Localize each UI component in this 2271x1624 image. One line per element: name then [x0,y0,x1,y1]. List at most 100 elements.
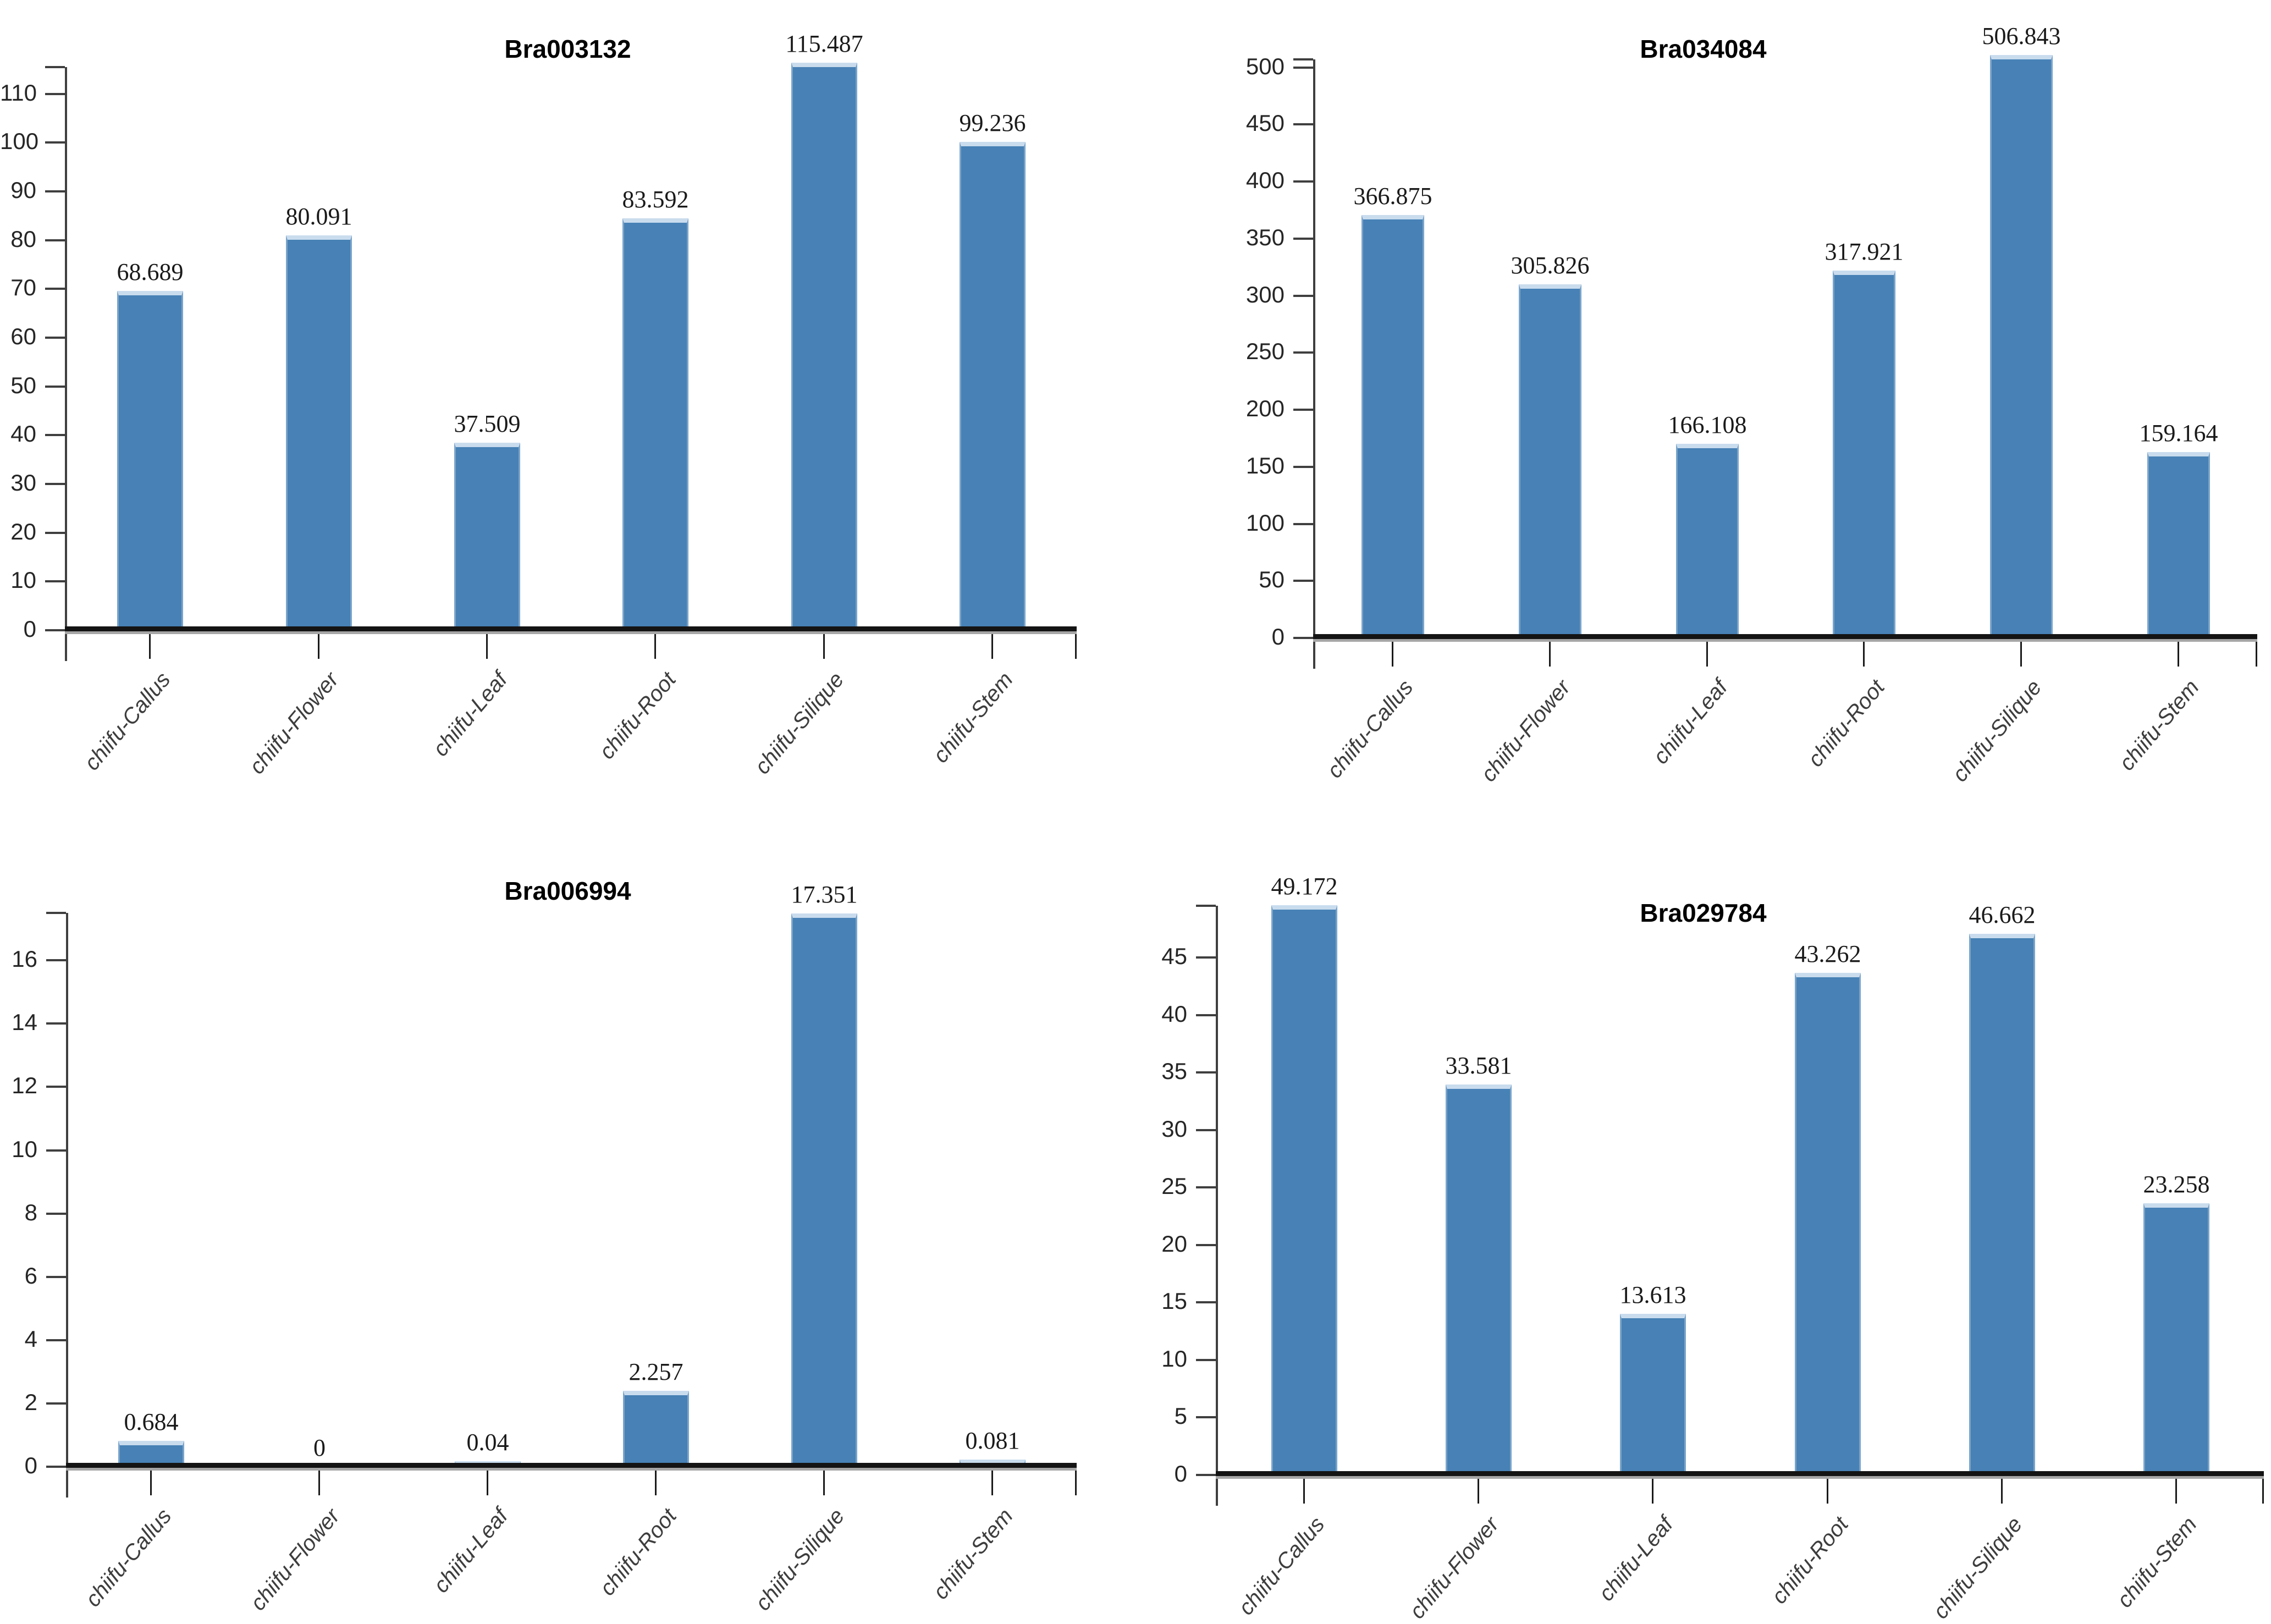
y-tick [1293,294,1313,297]
y-tick [45,531,65,534]
x-axis-line [65,626,1077,631]
y-tick [1196,1014,1216,1016]
y-tick-label: 10 [1161,1345,1187,1372]
y-tick-label: 0 [1271,624,1285,649]
y-tick [45,385,65,388]
category-label: chiifu-Root [1767,1512,1853,1609]
y-tick [45,141,65,144]
y-tick-label: 14 [12,1009,37,1036]
y-tick-label: 100 [0,128,39,155]
y-tick [1293,637,1313,639]
y-tick [1196,1243,1216,1246]
bar-value-label: 0.04 [466,1429,509,1456]
y-tick-label: 10 [12,1136,37,1162]
y-tick [1293,123,1313,126]
y-tick-label: 200 [1245,395,1285,421]
x-tick [2175,1475,2177,1504]
bar-value-label: 99.236 [959,109,1026,136]
bar-value-label: 68.689 [117,258,184,285]
bar-value-label: 43.262 [1794,940,1861,967]
y-tick [45,580,65,583]
x-tick [1827,1475,1828,1504]
y-tick-label: 150 [1245,452,1285,478]
y-axis-cap-tick [1196,905,1216,907]
x-tick [991,1467,993,1495]
y-tick [46,1402,66,1405]
y-tick-label: 10 [10,567,36,593]
y-tick [45,337,65,339]
x-tick [654,630,656,659]
bar [622,218,688,630]
y-tick [1293,465,1313,468]
x-axis-end-tick [2256,638,2257,667]
x-axis-shadow [1313,638,2257,642]
x-tick [2020,638,2022,667]
y-tick-label: 0 [23,616,36,642]
chart-title: Bra029784 [1640,899,1767,927]
bar [1446,1084,1512,1475]
y-tick-label: 30 [1161,1115,1187,1142]
y-tick-label: 35 [1161,1058,1187,1084]
y-tick-label: 40 [1161,1000,1187,1027]
bar [1519,284,1581,638]
bar-value-label: 17.351 [791,881,858,908]
y-tick [1293,180,1313,183]
x-axis-end-tick [2262,1475,2264,1504]
bar [1362,215,1424,638]
bar [454,443,520,630]
x-tick [1652,1475,1653,1504]
y-tick [46,1212,66,1215]
bar [1833,271,1895,638]
category-label: chiifu-Leaf [428,668,512,761]
x-axis-line [66,1463,1077,1468]
bar [623,1391,689,1467]
category-label: chiifu-Silique [1948,675,2047,787]
y-axis-line [1216,906,1218,1506]
chart-title: Bra034084 [1640,35,1767,63]
y-tick [46,1086,66,1088]
y-tick [1196,1474,1216,1476]
y-tick-label: 45 [1161,943,1187,970]
y-tick [46,1275,66,1278]
category-label: chiifu-Callus [1233,1512,1330,1620]
x-tick [1863,638,1865,667]
category-label: chiifu-Callus [1322,675,1418,783]
bar-value-label: 506.843 [1982,23,2061,49]
category-label: chiifu-Leaf [1649,675,1733,769]
y-tick [1196,1301,1216,1304]
bar-value-label: 13.613 [1619,1281,1686,1308]
y-tick-label: 25 [1161,1173,1187,1199]
y-tick-label: 15 [1161,1288,1187,1314]
y-axis-cap-tick [1293,58,1313,60]
x-tick [823,630,825,659]
bar [117,291,183,630]
x-tick [1478,1475,1479,1504]
category-label: chiifu-Silique [751,1504,850,1616]
category-label: chiifu-Stem [2114,675,2204,775]
y-tick-label: 20 [10,518,36,544]
x-axis-end-tick [1075,1467,1077,1495]
category-label: chiifu-Flower [245,668,344,779]
chart-title: Bra003132 [504,35,631,63]
y-tick-label: 50 [10,372,36,398]
bar-chart-bra003132: Bra003132 0 10 20 30 40 50 60 70 80 90 100 110 68.68… [0,0,1136,811]
bar [2143,1203,2209,1475]
category-label: chiifu-Root [595,1504,681,1600]
bar [1969,934,2035,1475]
category-label: chiifu-Stem [928,1504,1018,1604]
y-axis-line [66,913,68,1498]
y-tick [45,190,65,193]
category-label: chiifu-Root [1803,675,1889,772]
y-tick-label: 70 [10,274,36,301]
y-tick [1196,1416,1216,1419]
category-label: chiifu-Silique [750,668,849,779]
category-label: chiifu-Flower [246,1504,345,1615]
y-tick [45,288,65,290]
y-tick [1196,1071,1216,1074]
bar-value-label: 33.581 [1445,1052,1512,1079]
y-tick [45,629,65,631]
category-label: chiifu-Callus [79,668,175,775]
x-tick [318,630,319,659]
bar-value-label: 305.826 [1511,252,1590,279]
bar-value-label: 49.172 [1271,873,1338,900]
